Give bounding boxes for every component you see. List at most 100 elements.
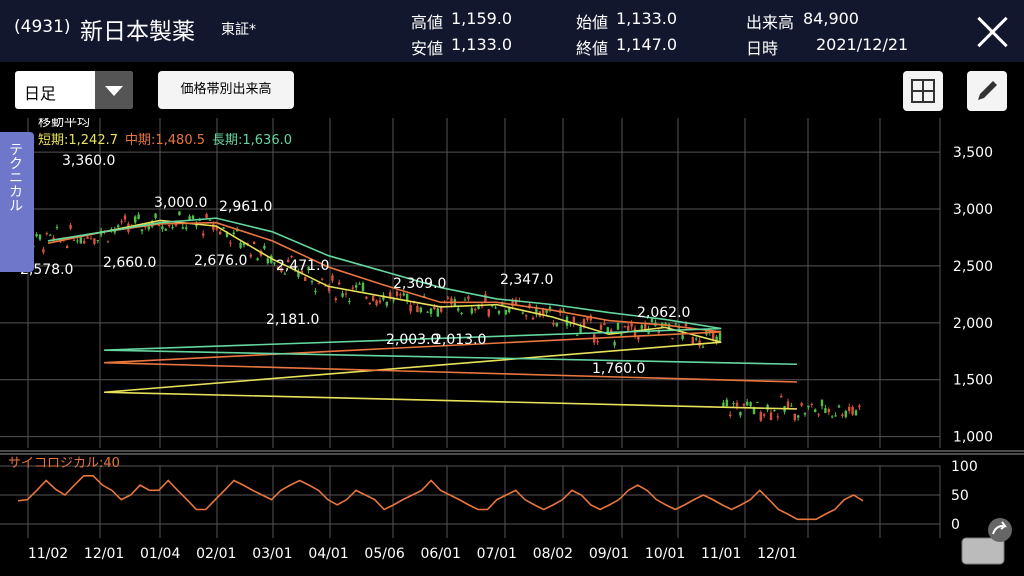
candle-body bbox=[310, 281, 314, 283]
ma-line-長期 bbox=[47, 217, 797, 366]
y-tick-label: 1,500 bbox=[953, 373, 993, 389]
price-annotation: 2,347.0 bbox=[500, 272, 553, 288]
candle-body bbox=[535, 306, 538, 315]
candle-body bbox=[555, 322, 558, 327]
candle-body bbox=[140, 229, 144, 232]
candle-body bbox=[616, 322, 620, 330]
candle-body bbox=[256, 258, 259, 261]
candle-body bbox=[603, 323, 606, 326]
candle-body bbox=[715, 336, 718, 343]
candle-body bbox=[426, 311, 429, 313]
period-select[interactable]: 日足 bbox=[15, 71, 133, 109]
candle-body bbox=[834, 415, 837, 417]
candle-body bbox=[735, 402, 739, 407]
candle-body bbox=[55, 227, 59, 229]
candle-body bbox=[154, 213, 157, 218]
y-tick-label: 2,500 bbox=[953, 259, 993, 275]
price-annotation: 2,181.0 bbox=[266, 312, 319, 328]
candle-body bbox=[263, 245, 266, 249]
candle-body bbox=[569, 323, 572, 325]
candle-body bbox=[844, 410, 847, 417]
candle-body bbox=[793, 413, 796, 420]
candle-body bbox=[433, 306, 436, 310]
ma-legend-長期: 長期:1,636.0 bbox=[212, 133, 292, 148]
candle-body bbox=[552, 322, 555, 325]
x-tick-label: 06/01 bbox=[421, 546, 461, 562]
candle-body bbox=[334, 298, 337, 300]
share-button[interactable] bbox=[958, 516, 1016, 568]
candle-body bbox=[399, 294, 402, 296]
candle-body bbox=[803, 412, 807, 415]
candle-body bbox=[236, 229, 239, 232]
layout-grid-button[interactable] bbox=[903, 71, 943, 111]
candle-body bbox=[786, 401, 790, 410]
candle-body bbox=[137, 214, 140, 220]
candle-body bbox=[208, 219, 212, 221]
candle-body bbox=[338, 282, 341, 285]
candle-body bbox=[712, 332, 715, 340]
candle-body bbox=[89, 238, 93, 240]
candle-body bbox=[827, 409, 830, 413]
candle-body bbox=[548, 306, 552, 311]
candle-body bbox=[222, 227, 225, 229]
candle-body bbox=[76, 240, 79, 242]
candle-body bbox=[769, 412, 773, 420]
candle-body bbox=[674, 323, 677, 325]
technical-tab[interactable]: テクニカル bbox=[0, 132, 34, 272]
candle-body bbox=[164, 229, 167, 231]
quote-volume-value: 84,900 bbox=[803, 9, 859, 28]
candle-body bbox=[640, 325, 643, 329]
candle-body bbox=[521, 312, 524, 314]
price-annotation: 2,676.0 bbox=[194, 253, 247, 269]
candle-body bbox=[746, 401, 749, 406]
y-tick-label: 2,000 bbox=[953, 316, 993, 332]
candle-body bbox=[599, 324, 603, 330]
price-annotation: 2,961.0 bbox=[219, 199, 272, 215]
candle-body bbox=[368, 303, 371, 305]
psychological-line bbox=[17, 475, 864, 521]
candle-body bbox=[351, 287, 354, 289]
candle-body bbox=[807, 405, 810, 408]
volume-profile-button[interactable]: 価格帯別出来高 bbox=[158, 71, 294, 109]
candle-body bbox=[797, 415, 800, 418]
candle-body bbox=[365, 296, 368, 299]
candle-body bbox=[780, 395, 783, 398]
x-tick-label: 01/04 bbox=[140, 546, 180, 562]
candle-body bbox=[708, 329, 711, 334]
candle-body bbox=[440, 307, 443, 312]
price-chart[interactable]: 3,360.02,578.0 2,660.03,000.0 2,961.02,676… bbox=[0, 118, 1024, 576]
candle-body bbox=[637, 337, 640, 340]
candle-body bbox=[831, 416, 834, 418]
candle-body bbox=[174, 223, 178, 226]
candle-body bbox=[841, 414, 844, 417]
price-annotation: 3,000.0 bbox=[154, 195, 207, 211]
chevron-down-icon bbox=[95, 71, 133, 109]
candle-body bbox=[93, 238, 96, 245]
quote-close-value: 1,147.0 bbox=[616, 35, 678, 54]
candle-body bbox=[800, 403, 803, 406]
candle-body bbox=[283, 273, 286, 275]
candle-body bbox=[695, 338, 698, 340]
draw-button[interactable] bbox=[967, 71, 1007, 111]
candle-body bbox=[525, 315, 528, 317]
candle-body bbox=[684, 322, 688, 327]
candle-body bbox=[824, 408, 827, 414]
candle-body bbox=[205, 214, 208, 218]
candle-body bbox=[212, 224, 215, 230]
x-tick-label: 05/06 bbox=[364, 546, 404, 562]
technical-tab-label: テクニカル bbox=[7, 142, 23, 212]
candle-body bbox=[191, 215, 195, 219]
candle-body bbox=[759, 412, 762, 421]
candle-body bbox=[83, 240, 86, 244]
candle-body bbox=[290, 256, 293, 258]
x-tick-label: 02/01 bbox=[196, 546, 236, 562]
candle-body bbox=[276, 266, 280, 270]
candle-body bbox=[508, 307, 511, 313]
candle-body bbox=[837, 405, 841, 408]
candle-body bbox=[38, 234, 42, 240]
price-annotation: 2,309.0 bbox=[393, 276, 446, 292]
candle-body bbox=[239, 242, 242, 248]
osc-y-tick-label: 50 bbox=[951, 488, 969, 504]
candle-body bbox=[117, 225, 120, 228]
close-button[interactable] bbox=[972, 12, 1012, 52]
